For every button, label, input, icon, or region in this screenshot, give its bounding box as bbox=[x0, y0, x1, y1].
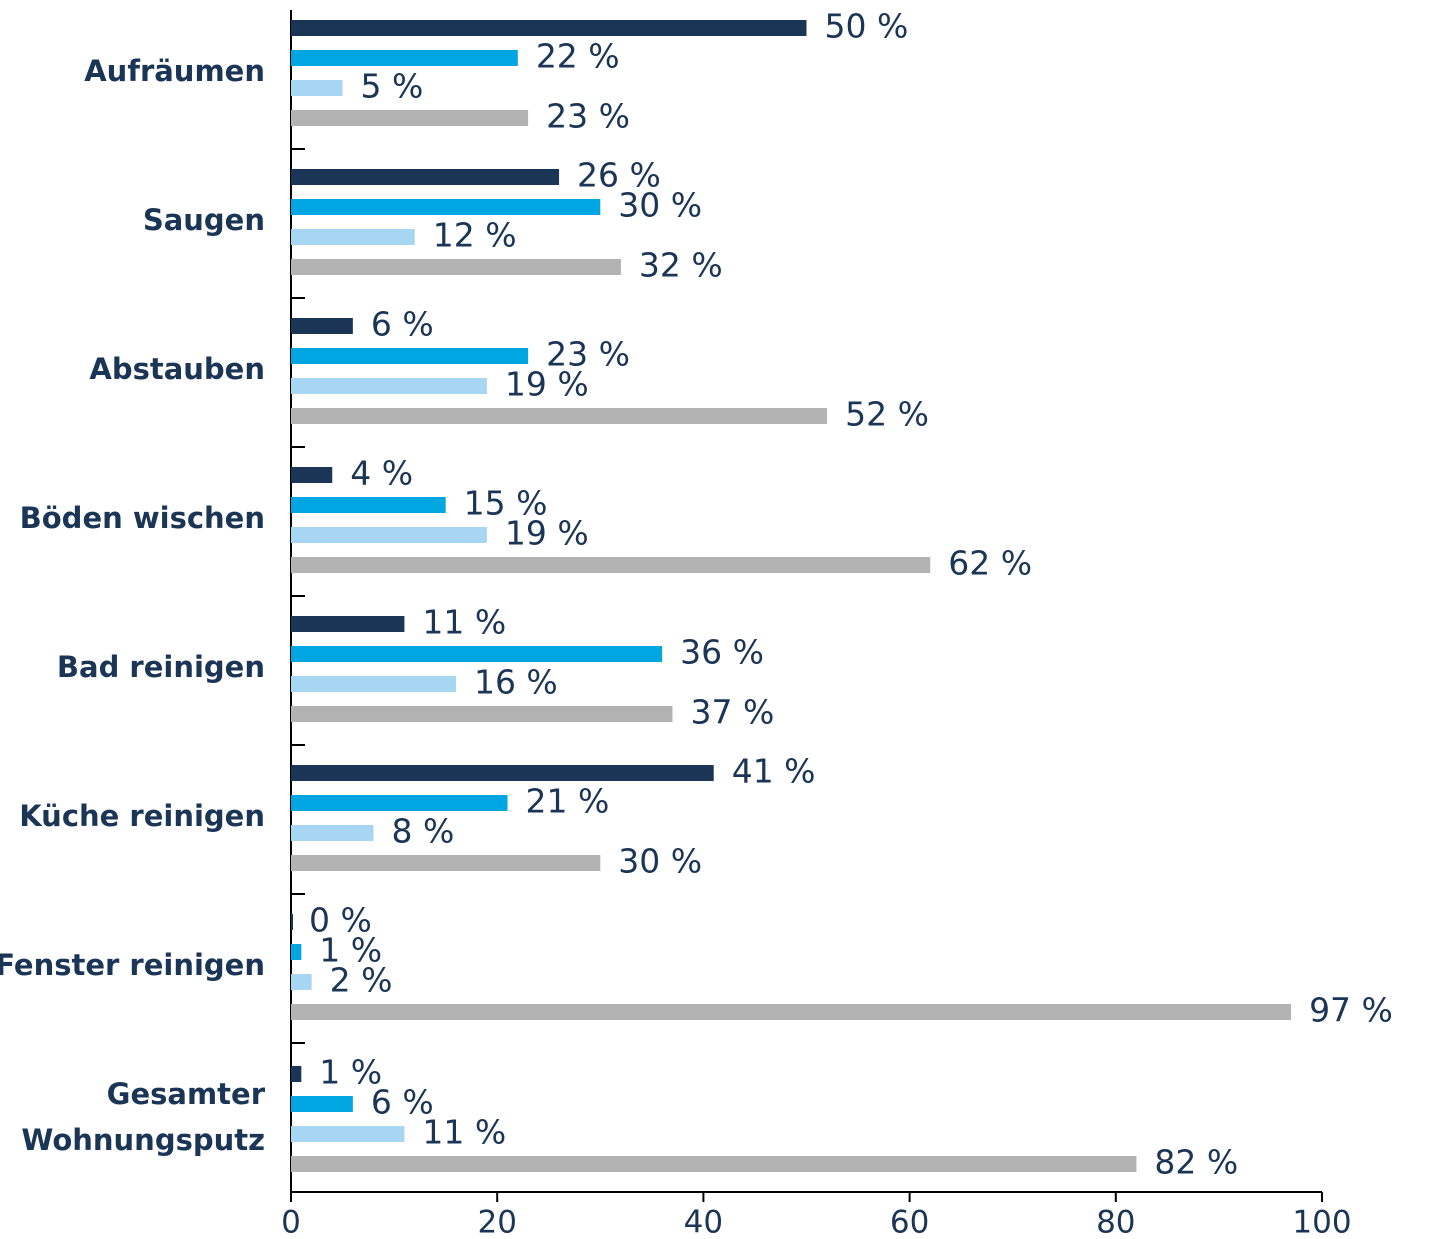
bar bbox=[291, 467, 333, 483]
x-tick-label: 80 bbox=[1096, 1205, 1135, 1239]
value-label: 50 % bbox=[825, 7, 909, 46]
category-label: Gesamter Wohnungsputz bbox=[21, 1077, 265, 1157]
value-label: 1 % bbox=[319, 931, 382, 970]
bar bbox=[291, 676, 456, 692]
bar bbox=[291, 616, 405, 632]
bar bbox=[291, 855, 601, 871]
bar bbox=[291, 378, 487, 394]
value-label: 5 % bbox=[361, 67, 424, 106]
bar bbox=[291, 229, 415, 245]
value-label: 8 % bbox=[391, 812, 454, 851]
category-label: Saugen bbox=[143, 203, 265, 237]
value-label: 6 % bbox=[371, 305, 434, 344]
bar bbox=[291, 1004, 1292, 1020]
x-tick-label: 60 bbox=[890, 1205, 929, 1239]
bar bbox=[291, 974, 312, 990]
value-label: 12 % bbox=[433, 216, 517, 255]
value-label: 37 % bbox=[690, 693, 774, 732]
x-tick-label: 100 bbox=[1292, 1205, 1351, 1239]
value-label: 2 % bbox=[330, 961, 393, 1000]
value-label: 36 % bbox=[680, 633, 764, 672]
value-label: 21 % bbox=[526, 782, 610, 821]
value-label: 97 % bbox=[1309, 991, 1393, 1030]
value-label: 0 % bbox=[309, 901, 372, 940]
value-label: 23 % bbox=[546, 97, 630, 136]
value-label: 4 % bbox=[350, 454, 413, 493]
bar bbox=[291, 408, 828, 424]
value-label: 30 % bbox=[618, 186, 702, 225]
value-label: 16 % bbox=[474, 663, 558, 702]
x-tick-label: 0 bbox=[281, 1205, 301, 1239]
x-tick-label: 40 bbox=[684, 1205, 723, 1239]
bar bbox=[291, 169, 560, 185]
bar bbox=[291, 557, 931, 573]
category-label: Fenster reinigen bbox=[0, 948, 265, 982]
x-tick-label: 20 bbox=[477, 1205, 516, 1239]
bar bbox=[291, 497, 446, 513]
value-label: 22 % bbox=[536, 37, 620, 76]
bar bbox=[291, 318, 353, 334]
bar bbox=[291, 20, 807, 36]
category-label: Bad reinigen bbox=[57, 650, 265, 684]
value-label: 32 % bbox=[639, 246, 723, 285]
category-label: Aufräumen bbox=[84, 54, 265, 88]
value-label: 62 % bbox=[948, 544, 1032, 583]
value-label: 11 % bbox=[422, 1113, 506, 1152]
bar bbox=[291, 765, 714, 781]
value-label: 52 % bbox=[845, 395, 929, 434]
bar bbox=[291, 1156, 1137, 1172]
bar bbox=[291, 199, 601, 215]
category-label: Böden wischen bbox=[20, 501, 265, 535]
value-label: 23 % bbox=[546, 335, 630, 374]
bar bbox=[291, 706, 673, 722]
bar bbox=[291, 80, 343, 96]
value-label: 19 % bbox=[505, 514, 589, 553]
category-label: Abstauben bbox=[89, 352, 265, 386]
value-label: 6 % bbox=[371, 1083, 434, 1122]
value-label: 19 % bbox=[505, 365, 589, 404]
bar bbox=[291, 348, 529, 364]
bar bbox=[291, 259, 621, 275]
bar bbox=[291, 795, 508, 811]
value-label: 1 % bbox=[319, 1053, 382, 1092]
bar bbox=[291, 914, 293, 930]
bar bbox=[291, 50, 518, 66]
bar bbox=[291, 1066, 302, 1082]
bar bbox=[291, 1096, 353, 1112]
bar bbox=[291, 527, 487, 543]
bar bbox=[291, 646, 663, 662]
value-label: 15 % bbox=[464, 484, 548, 523]
bar bbox=[291, 944, 302, 960]
value-label: 41 % bbox=[732, 752, 816, 791]
value-label: 30 % bbox=[618, 842, 702, 881]
value-label: 82 % bbox=[1154, 1143, 1238, 1182]
bar bbox=[291, 825, 374, 841]
bar bbox=[291, 110, 529, 126]
category-label: Küche reinigen bbox=[19, 799, 265, 833]
value-label: 26 % bbox=[577, 156, 661, 195]
value-label: 11 % bbox=[422, 603, 506, 642]
bar bbox=[291, 1126, 405, 1142]
